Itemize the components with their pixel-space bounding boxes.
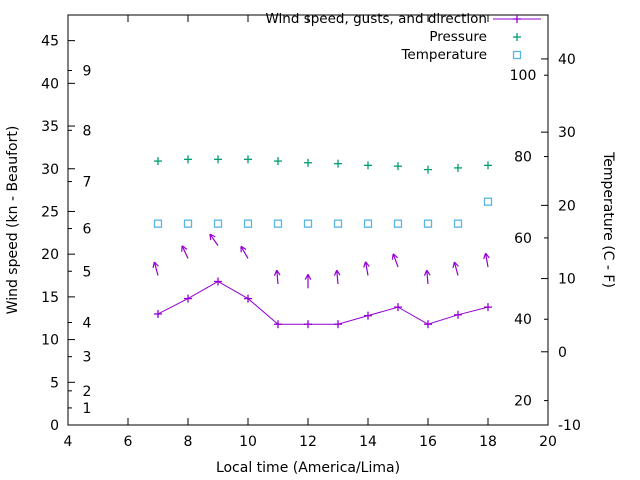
temperature-marker xyxy=(363,219,373,228)
gust-direction-arrow xyxy=(336,270,339,285)
gust-direction-arrow xyxy=(240,246,249,259)
x-tick-label: 8 xyxy=(184,434,193,450)
fahrenheit-label: 60 xyxy=(514,231,532,247)
gust-arrow-head xyxy=(485,252,490,259)
beaufort-label: 7 xyxy=(83,175,92,191)
y-tick-label-kn: 35 xyxy=(41,119,59,135)
y-tick-label-kn: 5 xyxy=(50,375,59,391)
beaufort-label: 9 xyxy=(83,64,92,80)
gust-arrow-head xyxy=(426,269,431,276)
x-tick-label: 14 xyxy=(359,434,377,450)
y-tick-label-c: 0 xyxy=(558,345,567,361)
gust-direction-arrow xyxy=(181,245,189,259)
beaufort-label: 6 xyxy=(83,222,92,238)
gust-arrow-head xyxy=(209,233,216,238)
temperature-marker xyxy=(333,219,343,228)
beaufort-label: 2 xyxy=(83,384,92,400)
temperature-marker xyxy=(393,219,403,228)
gust-arrow-head xyxy=(452,261,455,268)
beaufort-label: 1 xyxy=(83,401,92,417)
x-tick-label: 12 xyxy=(299,434,317,450)
x-tick-label: 4 xyxy=(64,434,73,450)
wind-speed-line xyxy=(157,280,489,325)
x-tick-label: 16 xyxy=(419,434,437,450)
gust-arrow-head xyxy=(304,274,309,280)
legend-label: Wind speed, gusts, and direction xyxy=(265,11,487,27)
y-tick-label-kn: 15 xyxy=(41,290,59,306)
y-tick-label-kn: 20 xyxy=(41,247,59,263)
beaufort-label: 8 xyxy=(83,123,92,139)
y-tick-label-kn: 25 xyxy=(41,204,59,220)
x-tick-label: 6 xyxy=(124,434,133,450)
gust-arrow-head xyxy=(453,261,459,267)
fahrenheit-label: 40 xyxy=(514,312,532,328)
gust-arrow-head xyxy=(363,261,367,268)
gust-arrow-head xyxy=(365,261,370,267)
legend-label: Pressure xyxy=(429,29,487,45)
gust-arrow-head xyxy=(391,253,394,260)
gust-arrow-head xyxy=(152,261,155,268)
temperature-marker xyxy=(153,219,163,228)
x-tick-label: 10 xyxy=(239,434,257,450)
y-tick-label-c: -10 xyxy=(558,418,581,434)
y-tick-label-kn: 30 xyxy=(41,162,59,178)
gust-direction-arrow xyxy=(209,233,219,246)
gust-direction-arrow xyxy=(484,253,489,268)
temperature-marker xyxy=(423,219,433,228)
temperature-marker xyxy=(213,219,223,228)
y-tick-label-c: 20 xyxy=(558,198,576,214)
y-tick-label-kn: 10 xyxy=(41,333,59,349)
gust-direction-arrow xyxy=(453,261,459,276)
beaufort-label: 3 xyxy=(83,350,92,366)
x-tick-label: 20 xyxy=(539,434,557,450)
gust-arrow-head xyxy=(307,274,312,280)
legend-sample-square xyxy=(512,50,522,60)
x-axis-title: Local time (America/Lima) xyxy=(216,460,400,476)
temperature-marker xyxy=(183,219,193,228)
temperature-marker xyxy=(273,219,283,228)
beaufort-label: 4 xyxy=(83,316,92,332)
gust-arrow-head xyxy=(181,245,188,250)
y-axis-title-right: Temperature (C - F) xyxy=(600,151,616,288)
gust-arrow-head xyxy=(209,234,212,241)
y-tick-label-c: 10 xyxy=(558,272,576,288)
fahrenheit-label: 80 xyxy=(514,150,532,166)
gust-direction-arrow xyxy=(392,253,399,268)
gust-arrow-head xyxy=(276,269,281,276)
gust-direction-arrow xyxy=(153,261,159,276)
gust-arrow-head xyxy=(392,253,399,259)
temperature-marker xyxy=(303,219,313,228)
temperature-marker xyxy=(483,197,493,206)
y-tick-label-kn: 40 xyxy=(41,76,59,92)
gust-arrow-head xyxy=(336,269,341,276)
legend-label: Temperature xyxy=(400,47,487,63)
y-tick-label-c: 30 xyxy=(558,125,576,141)
temperature-marker xyxy=(243,219,253,228)
gust-direction-arrow xyxy=(276,270,279,285)
y-axis-title-left: Wind speed (kn - Beaufort) xyxy=(5,126,21,315)
gust-direction-arrow xyxy=(426,270,429,285)
gust-direction-arrow xyxy=(364,261,369,276)
gust-arrow-head xyxy=(333,269,338,276)
gust-arrow-head xyxy=(273,269,278,276)
gust-arrow-head xyxy=(153,261,159,267)
gust-arrow-head xyxy=(483,253,487,260)
y-tick-label-c: 40 xyxy=(558,52,576,68)
y-tick-label-kn: 45 xyxy=(41,34,59,50)
x-tick-label: 18 xyxy=(479,434,497,450)
fahrenheit-label: 20 xyxy=(514,394,532,410)
temperature-marker xyxy=(453,219,463,228)
beaufort-label: 5 xyxy=(83,264,92,280)
y-tick-label-kn: 0 xyxy=(50,418,59,434)
gust-arrow-head xyxy=(423,269,428,276)
gust-arrow-head xyxy=(240,245,247,251)
fahrenheit-label: 100 xyxy=(510,68,537,84)
